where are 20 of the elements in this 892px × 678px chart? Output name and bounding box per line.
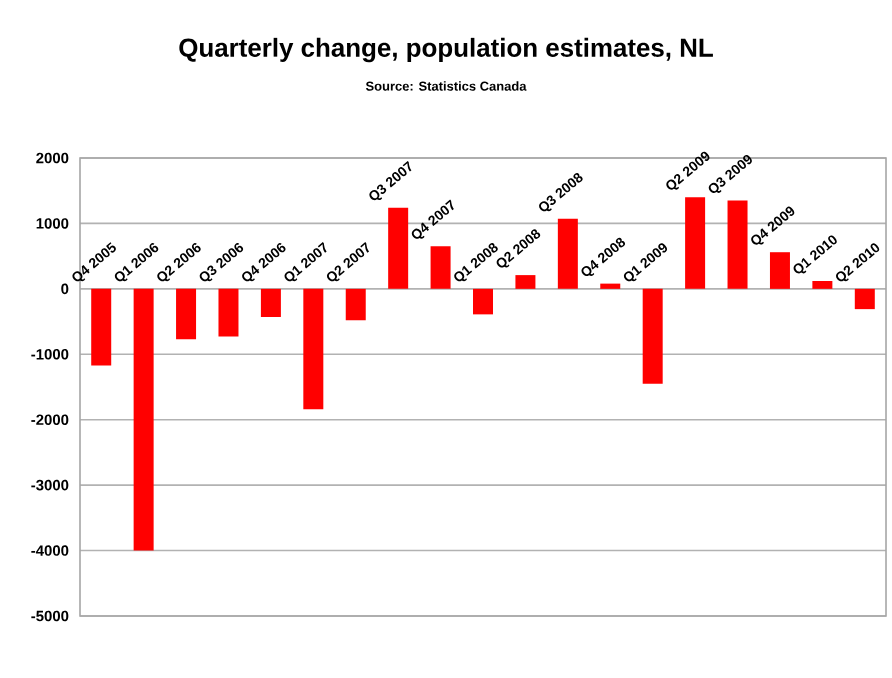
bar [260, 288, 281, 317]
bar [557, 218, 578, 289]
bar [176, 288, 197, 340]
bar [769, 252, 790, 289]
bar [345, 288, 366, 321]
bar [642, 288, 663, 384]
bar [812, 281, 833, 289]
bar [303, 288, 324, 410]
chart-title: Quarterly change, population estimates, NL [179, 37, 713, 63]
bar [515, 275, 536, 289]
bar [854, 288, 875, 310]
bar [685, 197, 706, 289]
bar [473, 288, 493, 315]
bar [133, 288, 154, 551]
bar [727, 200, 748, 289]
bar [388, 207, 409, 289]
bar [600, 283, 621, 289]
bar [430, 246, 451, 289]
bar [218, 288, 239, 337]
bar [91, 288, 112, 366]
